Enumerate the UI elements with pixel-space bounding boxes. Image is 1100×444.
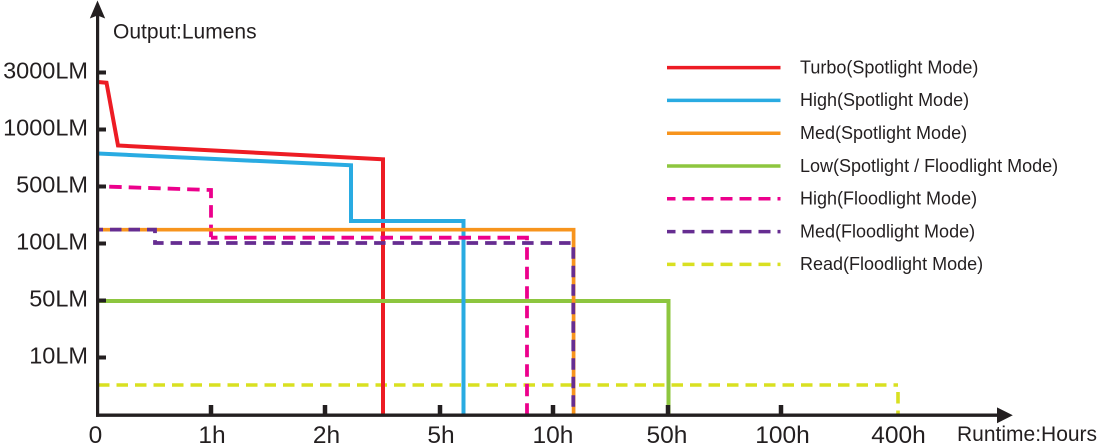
svg-text:Read(Floodlight Mode): Read(Floodlight Mode) (800, 254, 983, 274)
svg-text:Turbo(Spotlight Mode): Turbo(Spotlight Mode) (800, 57, 978, 77)
svg-text:400h: 400h (871, 422, 926, 444)
svg-text:3000LM: 3000LM (3, 58, 88, 84)
svg-text:50LM: 50LM (29, 286, 88, 312)
svg-text:Med(Spotlight Mode): Med(Spotlight Mode) (800, 123, 967, 143)
svg-text:10LM: 10LM (29, 343, 88, 369)
svg-text:2h: 2h (313, 422, 340, 444)
svg-text:Med(Floodlight Mode): Med(Floodlight Mode) (800, 221, 975, 241)
svg-text:1h: 1h (198, 422, 225, 444)
svg-text:10h: 10h (533, 422, 574, 444)
svg-text:Low(Spotlight / Floodlight Mod: Low(Spotlight / Floodlight Mode) (800, 156, 1058, 176)
svg-text:50h: 50h (647, 422, 688, 444)
svg-text:500LM: 500LM (16, 172, 88, 198)
svg-text:Output:Lumens: Output:Lumens (113, 21, 257, 44)
svg-text:5h: 5h (427, 422, 454, 444)
svg-text:1000LM: 1000LM (3, 115, 88, 141)
svg-text:High(Floodlight Mode): High(Floodlight Mode) (800, 189, 977, 209)
svg-text:High(Spotlight Mode): High(Spotlight Mode) (800, 90, 969, 110)
svg-text:0: 0 (89, 422, 103, 444)
svg-text:100h: 100h (755, 422, 810, 444)
svg-text:Runtime:Hours: Runtime:Hours (957, 423, 1097, 444)
svg-text:100LM: 100LM (16, 229, 88, 255)
